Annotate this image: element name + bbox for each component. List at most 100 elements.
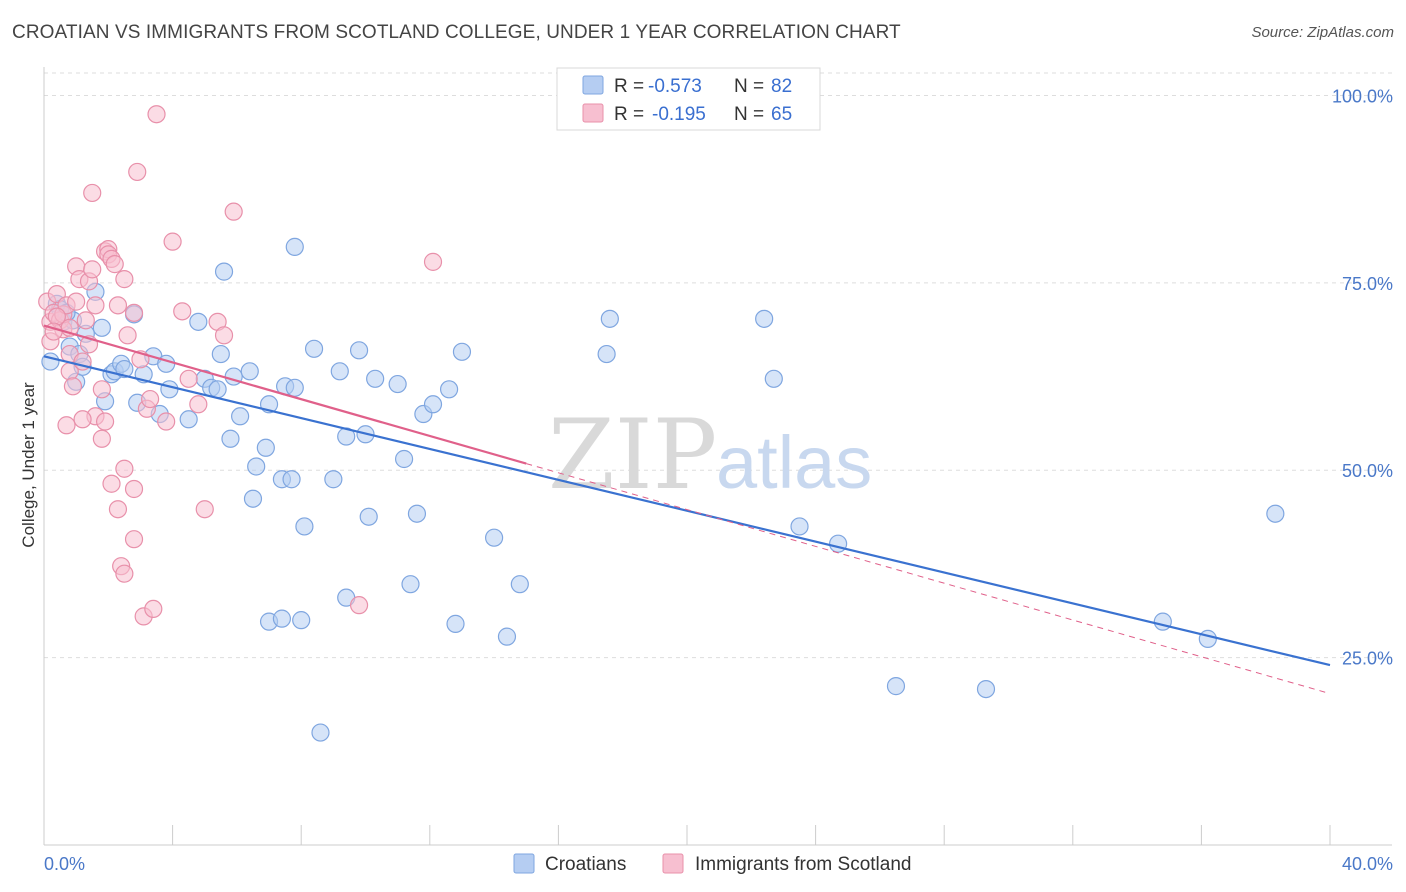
scotland-point-48 [108,500,128,519]
croatians-point-42 [285,378,304,397]
scotland-point-37 [157,412,176,431]
watermark: ZIP atlas [548,399,872,511]
croatians-point-47 [330,362,349,381]
scotland-point-60 [57,416,76,435]
legend-n-value-1: 82 [771,76,792,97]
watermark-zip: ZIP [548,399,717,511]
croatians-point-61 [485,528,504,547]
croatians-point-70 [886,677,906,696]
legend-n-label-1: N = [734,76,764,97]
trend-lines [43,324,1331,695]
croatians-point-25 [189,312,208,331]
croatians-point-51 [359,507,378,526]
scotland-point-20 [83,260,102,279]
croatians-point-72 [1153,612,1172,631]
croatians-point-80 [394,449,414,469]
scotland-point-35 [140,389,160,409]
croatians-point-62 [510,575,529,594]
scotland-point-19 [83,183,102,203]
croatians-point-77 [272,609,292,628]
croatians-point-49 [349,341,369,360]
scotland-point-16 [76,311,95,330]
croatians-point-35 [243,489,263,508]
scotland-point-21 [86,296,105,315]
scotland-point-63 [47,307,66,326]
y-axis-label: College, Under 1 year [19,382,38,548]
croatians-point-59 [446,614,465,633]
scotland-point-41 [189,395,208,414]
scotland-point-12 [67,292,86,311]
croatians-point-55 [407,504,427,523]
scotland-point-38 [163,232,182,251]
croatians-trend-line [43,355,1331,667]
croatians-point-44 [295,517,314,536]
croatians-point-28 [208,380,227,399]
croatians-point-34 [240,362,259,381]
legend-n-value-2: 65 [771,104,792,125]
axes [43,67,1392,846]
scotland-point-36 [147,105,166,124]
legend-croatians-swatch [513,853,535,874]
croatians-point-16 [115,359,134,379]
scotland-point-44 [214,326,234,345]
scotland-point-56 [349,596,369,615]
legend-swatch-pink [582,103,604,123]
croatians-point-31 [221,429,240,448]
croatians-point-71 [976,680,996,699]
legend-scotland-swatch [662,853,684,874]
legend-r-value-1: -0.573 [648,76,702,97]
croatians-point-24 [179,410,198,429]
croatians-point-29 [211,344,230,364]
croatians-point-79 [311,723,330,742]
scotland-point-46 [92,429,111,448]
watermark-atlas: atlas [716,421,872,504]
legend-r-label-2: R = [614,104,644,125]
croatians-point-63 [497,627,517,646]
scotland-point-45 [224,202,243,221]
series-legend: Croatians Immigrants from Scotland [513,853,911,875]
scotland-point-61 [95,412,115,431]
croatians-point-33 [231,407,250,426]
croatians-point-11 [92,318,111,337]
croatians-point-23 [160,380,179,399]
croatians-point-73 [1198,629,1217,648]
y-tick-label-100: 100.0% [1332,86,1393,106]
croatians-point-53 [388,374,407,394]
legend-scotland-label: Immigrants from Scotland [695,854,911,875]
scotland-point-51 [124,530,144,549]
scotland-point-39 [173,302,192,321]
croatians-point-46 [324,470,343,489]
correlation-legend: R = -0.573 N = 82 R = -0.195 N = 65 [556,67,821,131]
scotland-point-22 [92,380,111,399]
legend-n-label-2: N = [734,104,764,125]
scotland-point-57 [423,252,443,271]
croatians-point-37 [256,438,275,457]
scotland-point-31 [124,303,144,322]
y-tick-labels: 25.0% 50.0% 75.0% 100.0% [1332,86,1393,668]
legend-r-label-1: R = [614,76,644,97]
croatians-point-68 [790,517,809,536]
croatians-point-58 [439,380,459,399]
y-tick-label-75: 75.0% [1342,274,1393,294]
scotland-point-42 [195,500,214,519]
x-tick-labels: 0.0% 40.0% [44,854,1393,874]
y-tick-label-50: 50.0% [1342,461,1393,481]
croatians-point-74 [1266,504,1285,523]
croatians-point-54 [401,575,420,594]
scotland-point-32 [128,162,147,182]
croatians-point-30 [214,262,234,281]
chart-title: CROATIAN VS IMMIGRANTS FROM SCOTLAND COL… [12,22,901,43]
croatians-point-36 [247,457,266,476]
croatians-point-57 [423,395,443,414]
croatians-point-52 [366,369,385,388]
scotland-point-29 [115,270,134,289]
scotland-point-27 [105,255,124,274]
scotland-point-28 [108,296,128,315]
croatians-point-67 [764,369,783,388]
scotland-trend-line [43,324,527,465]
croatians-point-75 [292,611,311,630]
scotland-point-49 [115,459,134,478]
croatians-point-60 [452,342,472,361]
legend-r-value-2: -0.195 [652,104,706,125]
scotland-point-55 [115,564,134,583]
